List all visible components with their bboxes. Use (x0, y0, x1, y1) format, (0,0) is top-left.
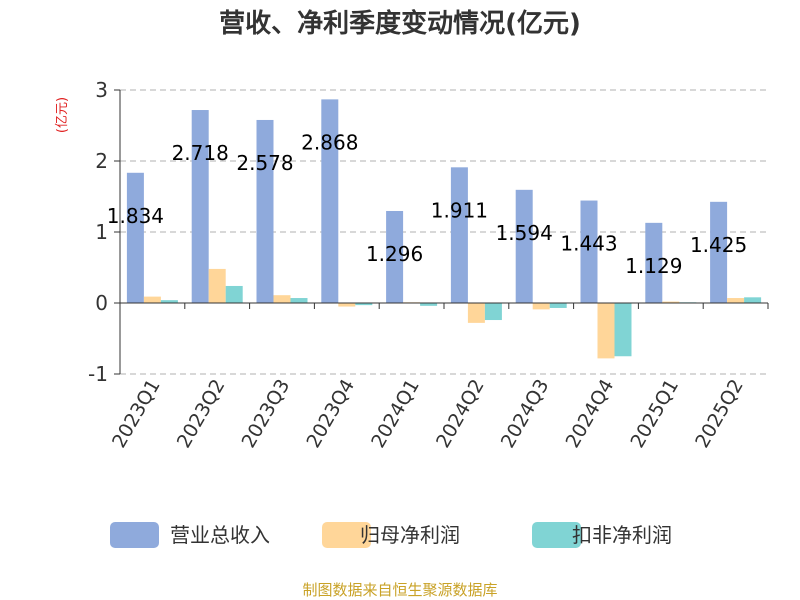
bar-2-2023Q4 (338, 303, 356, 307)
legend-label: 归母净利润 (360, 523, 460, 547)
chart-title: 营收、净利季度变动情况(亿元) (219, 8, 581, 39)
bar-3-2023Q2 (225, 285, 243, 303)
bar-2-2023Q1 (143, 296, 161, 303)
y-axis-label: (亿元) (55, 97, 70, 133)
bar-2-2023Q2 (208, 268, 226, 303)
axes (114, 89, 769, 375)
x-tick-label: 2023Q3 (238, 376, 295, 452)
y-tick-label: -1 (88, 362, 108, 386)
bar-2-2024Q2 (467, 303, 485, 323)
data-label: 1.129 (625, 254, 682, 278)
bar-3-2024Q1 (420, 303, 438, 306)
data-label: 2.868 (301, 130, 358, 154)
x-tick-label: 2023Q2 (173, 376, 230, 452)
x-tick-label: 2024Q3 (497, 376, 554, 452)
data-label: 2.578 (236, 151, 293, 175)
bar-3-2024Q3 (549, 303, 567, 308)
bar-2-2025Q2 (727, 298, 745, 303)
bar-3-2023Q1 (160, 300, 178, 303)
y-tick-labels: 3 2 1 0 -1 (88, 78, 108, 386)
data-label: 1.834 (107, 204, 164, 228)
data-label: 1.594 (496, 221, 553, 245)
legend: 营业总收入 归母净利润 扣非净利润 (110, 522, 672, 548)
bar-1-2025Q2 (710, 201, 728, 303)
y-tick-label: 2 (95, 149, 108, 173)
bar-1-2023Q2 (191, 110, 209, 303)
bar-2-2024Q3 (532, 303, 550, 310)
data-label: 1.425 (690, 233, 747, 257)
legend-label: 扣非净利润 (572, 523, 672, 547)
bar-1-2024Q2 (450, 167, 468, 303)
bar-1-2024Q4 (580, 200, 598, 303)
x-tick-label: 2024Q2 (432, 376, 489, 452)
x-tick-labels: 2023Q1 2023Q2 2023Q3 2023Q4 2024Q1 2024Q2 2024… (108, 376, 748, 452)
data-label: 2.718 (172, 141, 229, 165)
bar-3-2024Q4 (614, 303, 632, 357)
bar-1-2023Q4 (321, 99, 339, 303)
x-tick-label: 2023Q1 (108, 376, 165, 452)
bar-3-2023Q3 (290, 298, 308, 303)
y-tick-label: 3 (95, 78, 108, 102)
grid-lines (120, 89, 768, 375)
x-tick-label: 2023Q4 (302, 376, 359, 452)
bars (126, 99, 762, 359)
bar-3-2025Q2 (744, 297, 762, 303)
x-tick-label: 2024Q4 (562, 376, 619, 452)
bar-3-2024Q2 (484, 303, 502, 321)
legend-swatch (322, 522, 371, 548)
source-note: 制图数据来自恒生聚源数据库 (302, 581, 497, 599)
data-label: 1.443 (560, 232, 617, 256)
legend-swatch (532, 522, 581, 548)
x-tick-label: 2025Q2 (691, 376, 748, 452)
y-tick-label: 0 (95, 291, 108, 315)
bar-1-2023Q1 (126, 172, 144, 303)
x-tick-label: 2024Q1 (367, 376, 424, 452)
y-tick-label: 1 (95, 220, 108, 244)
bar-2-2025Q1 (662, 301, 680, 303)
data-label: 1.911 (431, 198, 488, 222)
bar-1-2025Q1 (645, 222, 663, 303)
bar-1-2023Q3 (256, 119, 274, 303)
bar-1-2024Q1 (386, 210, 404, 303)
data-labels: 1.834 2.718 2.578 2.868 1.296 1.911 1.594 1.443… (107, 130, 747, 277)
legend-swatch (110, 522, 159, 548)
bar-2-2023Q3 (273, 295, 291, 303)
legend-label: 营业总收入 (170, 523, 270, 547)
bar-3-2023Q4 (355, 303, 373, 306)
bar-2-2024Q4 (597, 303, 615, 359)
bar-1-2024Q3 (515, 189, 533, 303)
x-tick-label: 2025Q1 (626, 376, 683, 452)
data-label: 1.296 (366, 242, 423, 266)
